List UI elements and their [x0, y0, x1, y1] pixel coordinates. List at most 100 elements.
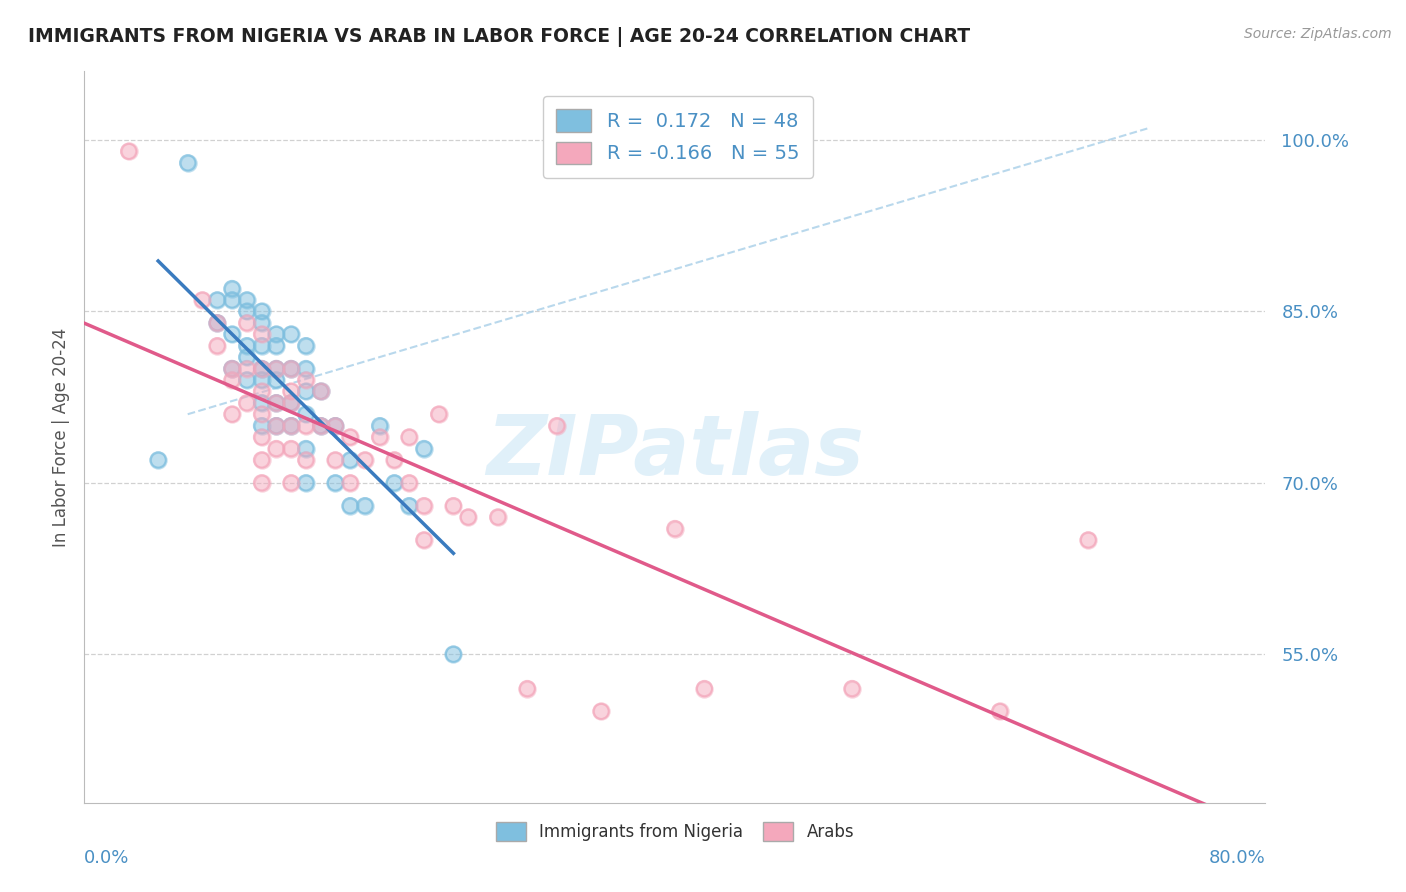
Point — [309, 384, 332, 399]
Point — [325, 418, 347, 433]
Point — [443, 499, 465, 513]
Point — [398, 475, 420, 490]
Point — [309, 418, 332, 433]
Point — [280, 396, 302, 410]
Point — [207, 316, 229, 330]
Point — [664, 521, 686, 535]
Point — [295, 475, 318, 490]
Point — [591, 704, 613, 718]
Point — [250, 384, 273, 399]
Point — [280, 396, 302, 410]
Point — [295, 453, 318, 467]
Point — [398, 475, 420, 490]
Point — [250, 361, 273, 376]
Point — [295, 407, 318, 421]
Point — [280, 418, 302, 433]
Point — [236, 361, 259, 376]
Point — [309, 418, 332, 433]
Point — [266, 339, 288, 353]
Point — [236, 316, 259, 330]
Point — [236, 373, 259, 387]
Point — [221, 407, 243, 421]
Point — [250, 453, 273, 467]
Point — [443, 647, 465, 661]
Text: 80.0%: 80.0% — [1209, 848, 1265, 866]
Point — [295, 384, 318, 399]
Point — [295, 442, 318, 456]
Point — [516, 681, 538, 696]
Point — [207, 316, 229, 330]
Point — [250, 430, 273, 444]
Point — [177, 155, 200, 169]
Point — [325, 453, 347, 467]
Point — [546, 418, 568, 433]
Point — [413, 533, 436, 547]
Point — [443, 499, 465, 513]
Point — [280, 442, 302, 456]
Point — [266, 327, 288, 342]
Point — [280, 475, 302, 490]
Point — [325, 418, 347, 433]
Point — [368, 430, 391, 444]
Point — [221, 373, 243, 387]
Text: Source: ZipAtlas.com: Source: ZipAtlas.com — [1244, 27, 1392, 41]
Point — [236, 339, 259, 353]
Point — [236, 396, 259, 410]
Point — [266, 418, 288, 433]
Point — [221, 293, 243, 307]
Point — [457, 510, 479, 524]
Point — [295, 373, 318, 387]
Point — [309, 418, 332, 433]
Point — [250, 418, 273, 433]
Point — [221, 327, 243, 342]
Point — [591, 704, 613, 718]
Point — [250, 430, 273, 444]
Point — [354, 499, 377, 513]
Point — [280, 384, 302, 399]
Point — [339, 430, 361, 444]
Point — [295, 418, 318, 433]
Point — [207, 293, 229, 307]
Point — [221, 373, 243, 387]
Point — [191, 293, 214, 307]
Point — [266, 361, 288, 376]
Y-axis label: In Labor Force | Age 20-24: In Labor Force | Age 20-24 — [52, 327, 70, 547]
Point — [693, 681, 716, 696]
Point — [354, 453, 377, 467]
Point — [207, 316, 229, 330]
Point — [988, 704, 1011, 718]
Point — [457, 510, 479, 524]
Point — [221, 361, 243, 376]
Point — [339, 499, 361, 513]
Point — [280, 361, 302, 376]
Point — [280, 327, 302, 342]
Point — [280, 418, 302, 433]
Point — [382, 453, 406, 467]
Point — [368, 418, 391, 433]
Point — [266, 418, 288, 433]
Point — [295, 475, 318, 490]
Point — [295, 384, 318, 399]
Point — [546, 418, 568, 433]
Point — [339, 453, 361, 467]
Point — [295, 407, 318, 421]
Point — [266, 418, 288, 433]
Point — [118, 145, 141, 159]
Point — [250, 396, 273, 410]
Point — [221, 361, 243, 376]
Point — [221, 293, 243, 307]
Point — [368, 418, 391, 433]
Point — [841, 681, 863, 696]
Point — [1077, 533, 1099, 547]
Point — [250, 327, 273, 342]
Point — [266, 327, 288, 342]
Point — [250, 304, 273, 318]
Point — [266, 396, 288, 410]
Point — [236, 316, 259, 330]
Point — [236, 350, 259, 364]
Point — [398, 430, 420, 444]
Point — [280, 418, 302, 433]
Point — [236, 396, 259, 410]
Point — [236, 350, 259, 364]
Point — [368, 430, 391, 444]
